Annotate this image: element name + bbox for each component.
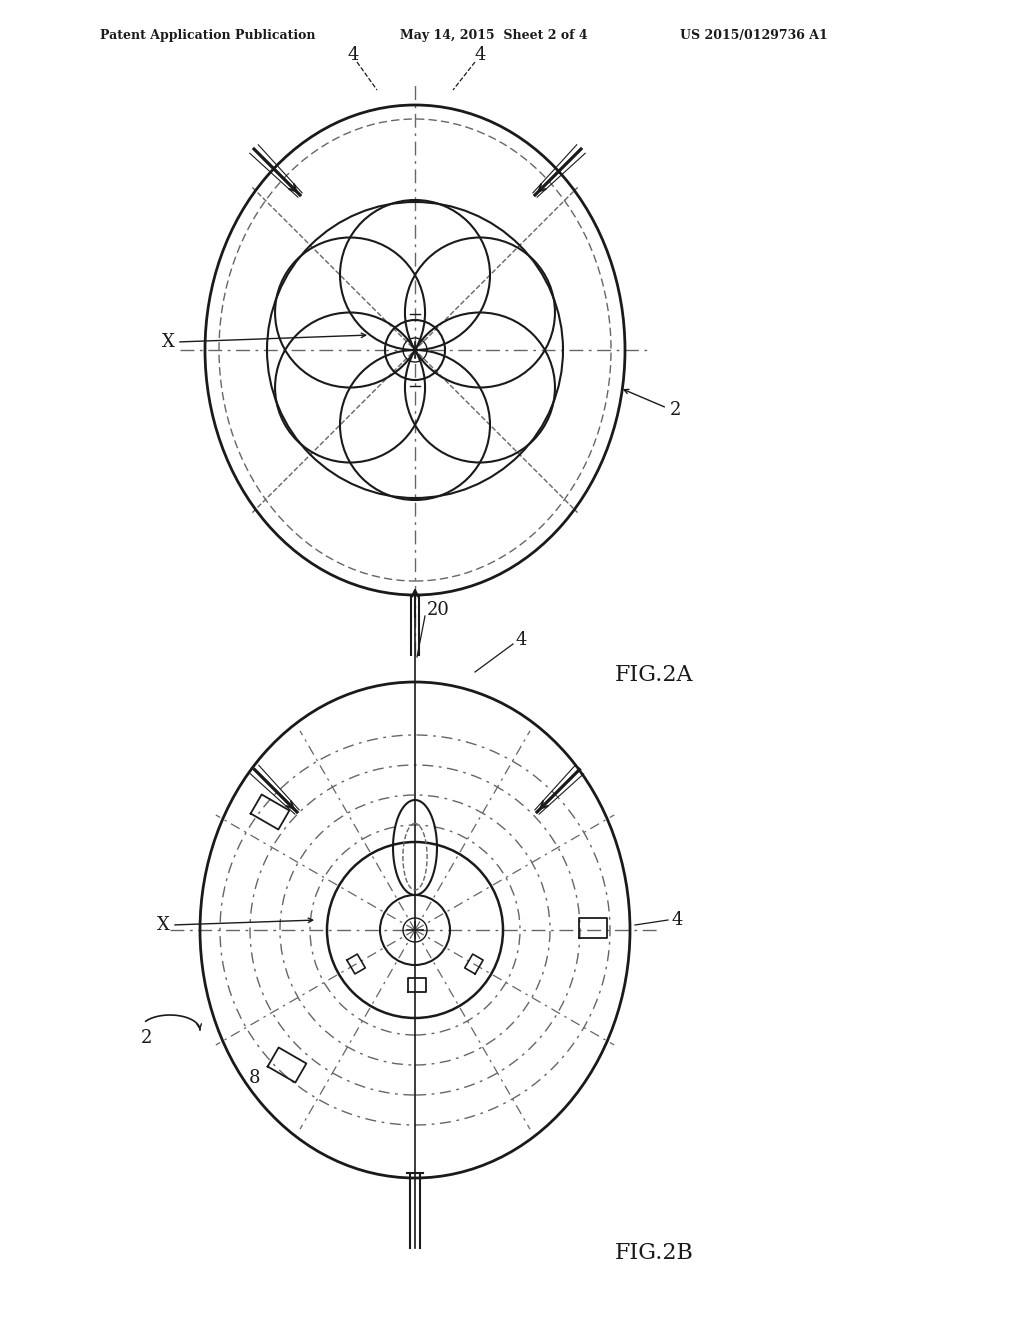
Text: X: X bbox=[162, 333, 175, 351]
Text: 4: 4 bbox=[347, 46, 358, 63]
Text: 4: 4 bbox=[515, 631, 526, 649]
Text: US 2015/0129736 A1: US 2015/0129736 A1 bbox=[680, 29, 827, 41]
Text: May 14, 2015  Sheet 2 of 4: May 14, 2015 Sheet 2 of 4 bbox=[400, 29, 588, 41]
Text: 4: 4 bbox=[474, 46, 485, 63]
Text: FIG.2B: FIG.2B bbox=[615, 1242, 694, 1265]
Text: FIG.2A: FIG.2A bbox=[615, 664, 693, 686]
Text: X: X bbox=[157, 916, 170, 935]
Text: 4: 4 bbox=[672, 911, 683, 929]
Text: 20: 20 bbox=[427, 601, 450, 619]
Text: 8: 8 bbox=[249, 1069, 260, 1086]
Text: Patent Application Publication: Patent Application Publication bbox=[100, 29, 315, 41]
Text: 2: 2 bbox=[670, 401, 681, 418]
Text: 2: 2 bbox=[140, 1030, 152, 1047]
